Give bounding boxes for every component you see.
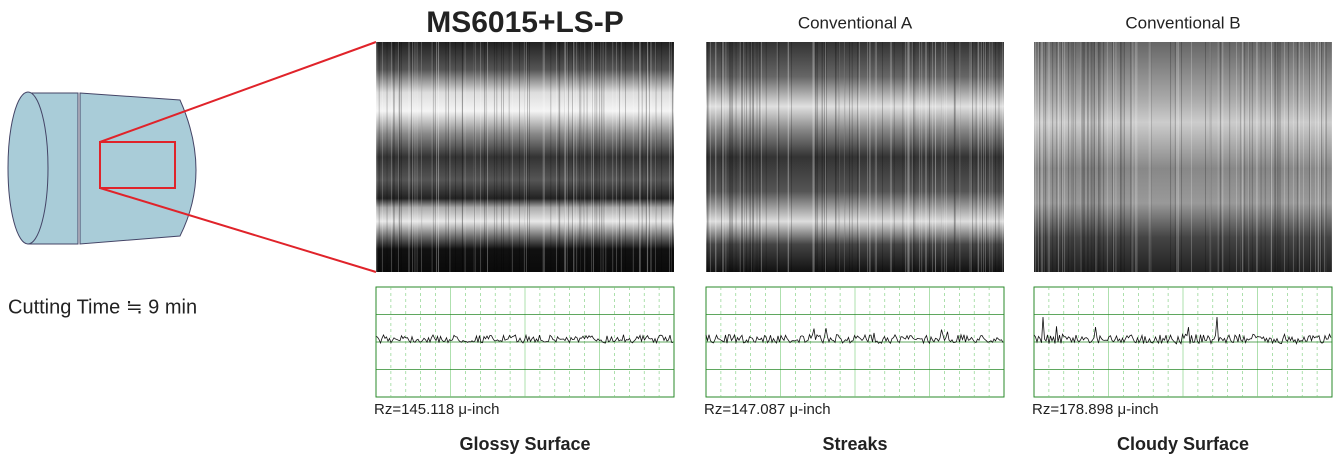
panels: MS6015+LS-P Rz=145.118 μ-inch Glossy Surfa… [374, 6, 1333, 454]
panel-title: MS6015+LS-P [426, 6, 624, 39]
caption: Cloudy Surface [1117, 434, 1249, 454]
streaks [1035, 42, 1333, 272]
cutting-time: Cutting Time ≒ 9 min [8, 296, 197, 318]
profile-trace [375, 333, 674, 345]
streaks [706, 42, 1004, 272]
workpiece [7, 41, 377, 273]
profile-trace [705, 328, 1004, 345]
profile-trace [1033, 316, 1332, 345]
caption: Glossy Surface [459, 434, 590, 454]
caption: Streaks [822, 434, 887, 454]
surface-image [706, 42, 1004, 272]
rz-value: Rz=147.087 μ-inch [704, 401, 831, 418]
rz-value: Rz=178.898 μ-inch [1032, 401, 1159, 418]
streaks [375, 42, 674, 272]
panel-title: Conventional B [1125, 13, 1240, 32]
surface-image [376, 42, 674, 272]
panel-title: Conventional A [798, 13, 913, 32]
rz-value: Rz=145.118 μ-inch [374, 401, 500, 418]
surface-image [1034, 42, 1332, 272]
